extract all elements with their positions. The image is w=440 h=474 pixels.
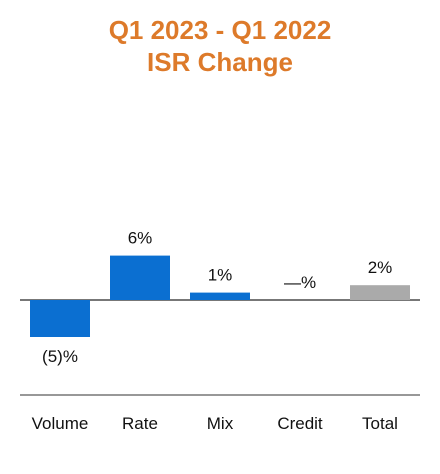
data-label-total: 2% [368,258,393,277]
bar-rate [110,255,170,300]
x-tick-label-total: Total [362,414,398,433]
bar-total [350,285,410,300]
x-tick-label-credit: Credit [277,414,323,433]
x-tick-label-rate: Rate [122,414,158,433]
data-label-credit: —% [284,273,316,292]
x-tick-label-mix: Mix [207,414,234,433]
data-label-volume: (5)% [42,347,78,366]
x-tick-label-volume: Volume [32,414,89,433]
chart-title: Q1 2023 - Q1 2022 [108,15,332,45]
bar-mix [190,292,250,300]
bar-volume [30,300,90,337]
chart-subtitle: ISR Change [147,47,293,77]
data-label-rate: 6% [128,229,153,248]
data-label-mix: 1% [208,266,233,285]
